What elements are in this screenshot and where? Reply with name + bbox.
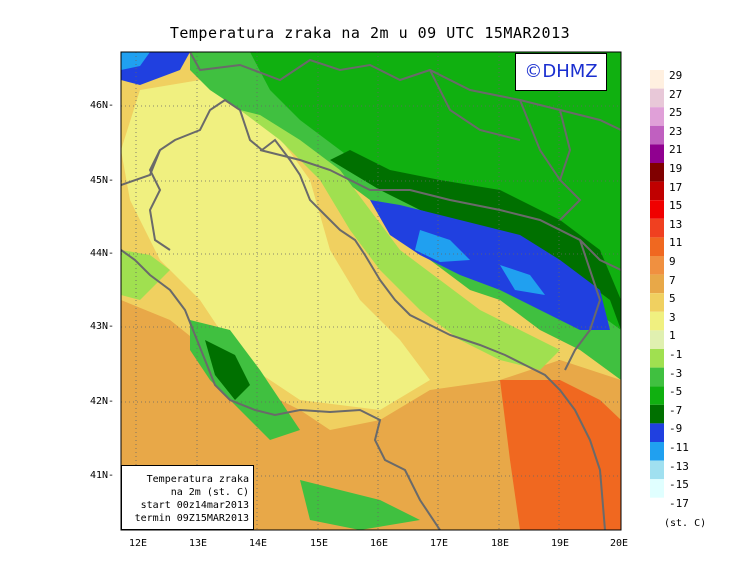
latitude-label: 43N- [90,321,115,332]
colorbar-label: -15 [669,478,689,492]
colorbar-swatch [650,125,664,145]
colorbar-label: -3 [669,366,683,380]
info-box: Temperatura zraka na 2m (st. C) start 00… [121,465,254,530]
latitude-label: 45N- [90,175,115,186]
colorbar-label: 13 [669,217,683,231]
colorbar-swatch [650,479,664,498]
colorbar-swatch [650,367,664,387]
colorbar-label: -5 [669,385,683,399]
colorbar-label: -11 [669,441,689,454]
colorbar-swatch [650,311,664,331]
longitude-label: 17E [430,538,449,549]
colorbar-label: 21 [669,143,683,157]
colorbar [650,70,664,517]
colorbar-units: (st. C) [664,518,707,529]
latitude-label: 46N- [90,100,115,111]
longitude-label: 20E [610,538,629,549]
longitude-label: 13E [189,538,208,549]
colorbar-label: 25 [669,106,683,120]
colorbar-swatch [650,349,664,368]
colorbar-label: -13 [669,459,689,473]
colorbar-swatch [650,386,664,405]
colorbar-swatch [650,218,664,238]
colorbar-swatch [650,497,664,517]
colorbar-swatch [650,70,664,89]
colorbar-swatch [650,460,664,480]
colorbar-label: -7 [669,403,683,417]
colorbar-swatch [650,293,664,312]
colorbar-swatch [650,107,664,126]
colorbar-swatch [650,144,664,163]
latitude-label: 41N- [90,470,115,481]
info-line-4: termin 09Z15MAR2013 [134,513,249,524]
dhmz-logo: ©DHMZ [515,53,607,91]
colorbar-swatch [650,274,664,294]
colorbar-swatch [650,256,664,275]
info-line-3: start 00z14mar2013 [140,500,249,511]
latitude-label: 42N- [90,396,115,407]
colorbar-label: -17 [669,496,689,510]
coastline [121,52,621,530]
temperature-field [121,52,621,530]
longitude-label: 12E [129,538,148,549]
colorbar-label: -1 [669,348,683,361]
colorbar-label: 29 [669,69,683,82]
longitude-label: 15E [310,538,329,549]
longitude-label: 18E [491,538,510,549]
colorbar-label: 9 [669,255,676,268]
colorbar-swatch [650,163,664,182]
graticule [121,52,621,530]
colorbar-swatch [650,237,664,256]
colorbar-label: 23 [669,124,683,138]
plot-frame [120,51,622,531]
latitude-label: 44N- [90,248,115,259]
info-line-1: Temperatura zraka [146,474,249,485]
colorbar-label: 27 [669,87,683,101]
colorbar-swatch [650,404,664,424]
colorbar-swatch [650,423,664,442]
colorbar-label: 17 [669,180,683,194]
colorbar-label: 3 [669,310,676,324]
colorbar-label: 11 [669,236,683,250]
colorbar-swatch [650,88,664,108]
longitude-label: 19E [551,538,570,549]
colorbar-swatch [650,200,664,219]
longitude-label: 14E [249,538,268,549]
colorbar-label: 1 [669,329,676,343]
colorbar-swatch [650,181,664,201]
longitude-label: 16E [370,538,389,549]
info-line-2: na 2m (st. C) [170,487,249,498]
colorbar-swatch [650,330,664,349]
colorbar-label: 7 [669,273,676,287]
map-title: Temperatura zraka na 2m u 09 UTC 15MAR20… [169,24,571,42]
colorbar-label: 15 [669,199,683,213]
colorbar-label: 19 [669,162,683,175]
colorbar-label: 5 [669,292,676,306]
colorbar-label: -9 [669,422,683,436]
colorbar-swatch [650,442,664,461]
